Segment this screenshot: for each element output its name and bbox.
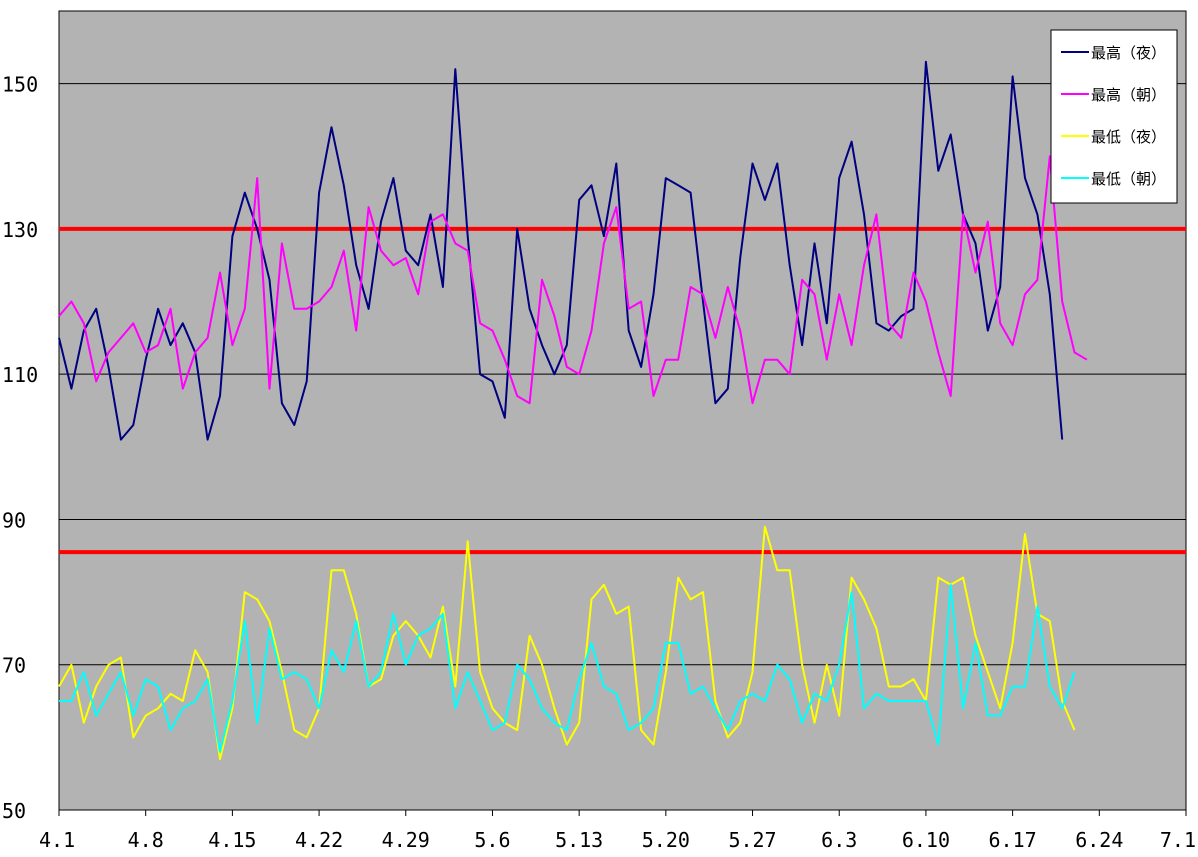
- legend-box: [1050, 29, 1178, 204]
- x-tick-label: 6.10: [902, 828, 950, 852]
- x-axis: 4.1 4.8 4.15 4.22 4.29 5.6 5.13 5.20 5.27 6.3 6.10…: [39, 810, 1196, 852]
- series-line-4: [59, 583, 1076, 753]
- x-tick-label: 4.8: [128, 828, 164, 852]
- y-tick-label: 110: [2, 363, 38, 387]
- y-tick-label: 150: [2, 73, 38, 97]
- x-tick-label: 6.17: [989, 828, 1037, 852]
- x-tick-label: 4.29: [382, 828, 430, 852]
- legend-entry-label: 最低（朝）: [1091, 170, 1166, 188]
- x-tick-label: 7.1: [1160, 828, 1196, 852]
- legend: 最高（夜） 最高（朝） 最低（夜） 最低（朝）: [1050, 29, 1178, 204]
- x-tick-label: 5.27: [728, 828, 776, 852]
- series-lines: [58, 60, 1088, 761]
- y-axis: 50 70 90 110 130 150: [2, 73, 38, 823]
- x-tick-label: 4.15: [208, 828, 256, 852]
- x-tick-label: 6.24: [1075, 828, 1123, 852]
- x-tick-label: 5.13: [555, 828, 603, 852]
- legend-entry-label: 最低（夜）: [1091, 128, 1166, 146]
- x-tick-label: 6.3: [821, 828, 857, 852]
- x-tick-label: 5.6: [474, 828, 510, 852]
- series-line-2: [58, 155, 1088, 405]
- series-line-3: [58, 525, 1076, 761]
- y-tick-label: 90: [2, 508, 26, 532]
- reference-lines: [59, 226, 1186, 555]
- plot-area: [58, 10, 1187, 811]
- y-tick-label: 130: [2, 218, 38, 242]
- x-tick-label: 4.1: [39, 828, 75, 852]
- y-tick-label: 70: [2, 654, 26, 678]
- x-tick-label: 5.20: [642, 828, 690, 852]
- y-tick-label: 50: [2, 799, 26, 823]
- legend-entry-label: 最高（夜）: [1091, 44, 1166, 62]
- series-line-1: [58, 60, 1064, 441]
- legend-entry-label: 最高（朝）: [1091, 86, 1166, 104]
- x-tick-label: 4.22: [295, 828, 343, 852]
